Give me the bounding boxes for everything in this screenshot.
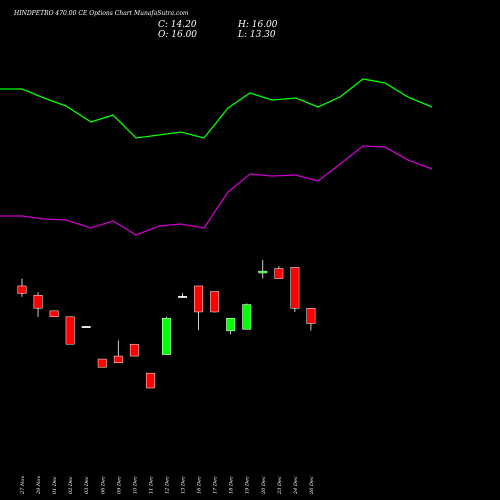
x-axis-labels: 27 Nov 29 Nov 01 Dec 02 Dec 03 Dec 06 Dec 09 D… xyxy=(20,476,315,495)
x-tick-label: 20 Dec xyxy=(261,476,267,495)
candle-body xyxy=(17,285,27,294)
candle-body xyxy=(49,310,59,318)
candle xyxy=(242,303,252,330)
candle xyxy=(162,316,171,355)
candle-body xyxy=(242,304,252,330)
candle xyxy=(65,316,75,345)
candle xyxy=(306,307,316,331)
x-tick-label: 17 Dec xyxy=(213,476,219,494)
lower-line-path xyxy=(0,145,433,236)
candle xyxy=(97,358,107,368)
x-tick-label: 03 Dec xyxy=(84,476,90,494)
candle xyxy=(145,372,155,389)
open-value: O: 16.00 xyxy=(158,30,197,40)
candle xyxy=(290,267,300,312)
candle xyxy=(49,310,59,318)
x-tick-label: 27 Nov xyxy=(20,476,26,495)
candle xyxy=(33,292,43,317)
candle-body xyxy=(194,285,204,313)
x-tick-label: 13 Dec xyxy=(181,476,187,494)
candle xyxy=(194,285,204,331)
x-tick-label: 23 Dec xyxy=(277,476,283,495)
candle-body xyxy=(178,296,187,298)
candle xyxy=(129,343,139,357)
x-tick-label: 02 Dec xyxy=(68,476,74,494)
candle-body xyxy=(97,358,107,368)
low-value: L: 13.30 xyxy=(237,30,276,40)
x-tick-label: 19 Dec xyxy=(245,476,251,494)
lower-line xyxy=(0,145,433,236)
candles xyxy=(17,260,316,389)
candle-body xyxy=(129,343,139,357)
chart-title: HINDPETRO 470.00 CE Options Chart Munafa… xyxy=(13,10,189,17)
candle-body xyxy=(274,268,284,279)
candle-body xyxy=(162,317,171,355)
candle xyxy=(81,326,91,328)
candle-body xyxy=(210,291,220,313)
x-tick-label: 12 Dec xyxy=(164,476,170,494)
close-value: C: 14.20 xyxy=(158,20,197,30)
x-tick-label: 16 Dec xyxy=(197,476,203,494)
candle-body xyxy=(65,316,75,345)
candle xyxy=(178,293,187,298)
candle-body xyxy=(113,355,123,364)
candle xyxy=(226,317,236,335)
x-tick-label: 09 Dec xyxy=(116,476,122,494)
x-tick-label: 26 Dec xyxy=(309,476,315,495)
x-tick-label: 29 Nov xyxy=(36,476,42,495)
x-tick-label: 18 Dec xyxy=(229,476,235,494)
candle xyxy=(17,278,27,297)
candle-body xyxy=(258,270,268,274)
candle-body xyxy=(306,307,316,324)
candle-body xyxy=(33,294,43,309)
upper-line xyxy=(0,78,433,139)
x-tick-label: 24 Dec xyxy=(293,476,299,495)
x-tick-label: 11 Dec xyxy=(148,476,154,494)
x-tick-label: 10 Dec xyxy=(132,476,138,494)
candle-body xyxy=(81,326,91,328)
candle xyxy=(274,266,284,279)
candle-body xyxy=(226,317,236,332)
candle-body xyxy=(290,267,300,309)
candle xyxy=(210,291,220,313)
x-tick-label: 06 Dec xyxy=(100,476,106,494)
candle xyxy=(258,260,268,279)
upper-line-path xyxy=(0,78,433,139)
x-tick-label: 01 Dec xyxy=(52,476,58,494)
candle-body xyxy=(145,372,155,389)
high-value: H: 16.00 xyxy=(237,20,278,30)
candle xyxy=(113,340,123,364)
